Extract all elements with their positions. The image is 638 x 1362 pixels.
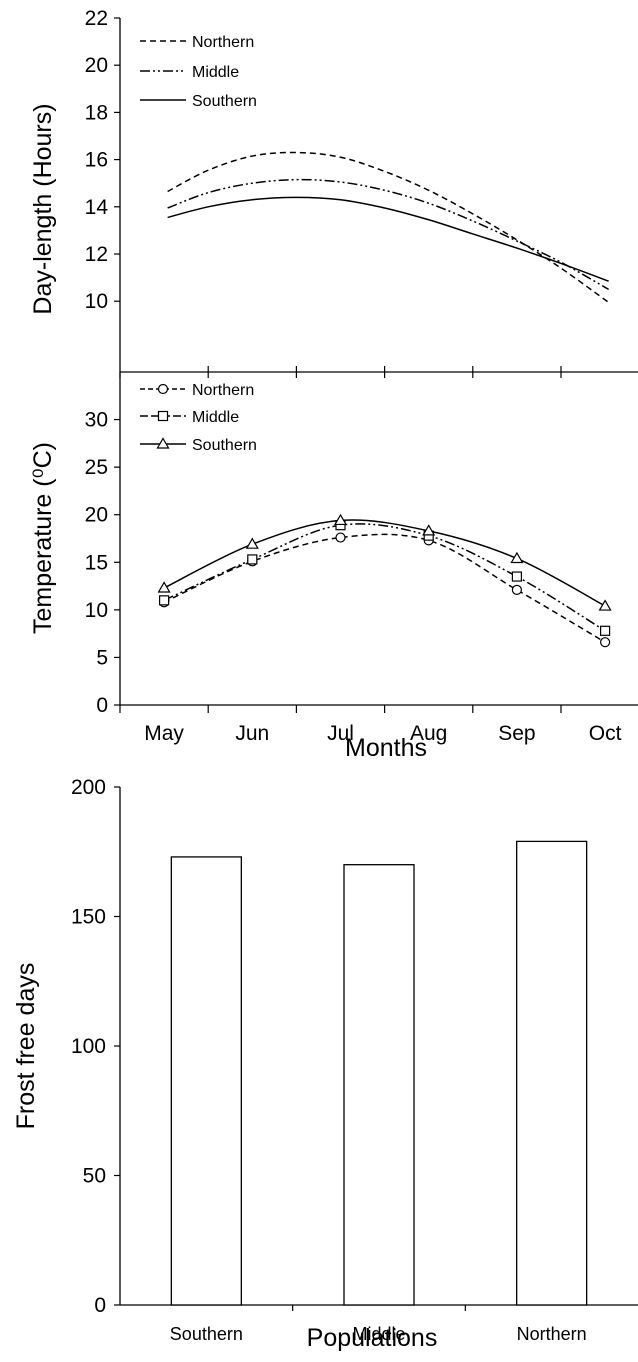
temperature-point-triangle bbox=[333, 513, 348, 526]
day-length-y-tick-label: 18 bbox=[85, 101, 108, 124]
temperature-panel: 0 5 10 15 20 25 30 May Jun Jul Aug Sep Oct Temperatu… bbox=[29, 372, 638, 762]
temperature-y-axis-title: Temperature (⁰C) bbox=[29, 442, 57, 634]
temperature-y-tick-label: 5 bbox=[96, 646, 108, 669]
legend-label-middle: Middle bbox=[192, 64, 239, 81]
frost-free-y-tick-label: 150 bbox=[71, 906, 106, 929]
bar-middle bbox=[343, 864, 415, 1306]
legend-label-southern-temp: Southern bbox=[192, 437, 257, 454]
day-length-y-tick-label: 16 bbox=[85, 149, 108, 172]
day-length-y-axis-title: Day-length (Hours) bbox=[29, 103, 57, 314]
bar-northern bbox=[516, 840, 588, 1306]
temperature-y-tick-label: 15 bbox=[85, 551, 108, 574]
legend-marker-circle bbox=[157, 383, 169, 395]
legend-label-southern: Southern bbox=[192, 93, 257, 110]
temperature-series-middle bbox=[163, 523, 606, 632]
temperature-y-tick-label: 10 bbox=[85, 599, 108, 622]
temperature-y-tick-label: 0 bbox=[96, 694, 108, 717]
temperature-point-circle bbox=[335, 532, 346, 543]
day-length-y-tick-label: 22 bbox=[85, 7, 108, 30]
frost-free-panel: 0 50 100 150 200 Frost free days Populations… bbox=[12, 776, 638, 1352]
legend-label-middle-temp: Middle bbox=[192, 409, 239, 426]
temperature-series-northern bbox=[163, 533, 606, 643]
day-length-y-tick-label: 10 bbox=[85, 290, 108, 313]
day-length-series-middle bbox=[167, 178, 610, 291]
temperature-point-circle bbox=[599, 637, 611, 648]
frost-free-y-tick-label: 100 bbox=[71, 1035, 106, 1058]
temperature-point-circle bbox=[511, 584, 523, 595]
population-tick-label: Middle bbox=[352, 1324, 405, 1344]
month-tick-label: Aug bbox=[410, 722, 447, 745]
populations-x-axis-title: Populations bbox=[307, 1324, 438, 1352]
bar-southern bbox=[170, 856, 242, 1306]
temperature-point-square bbox=[247, 554, 258, 565]
month-tick-label: Jun bbox=[235, 722, 269, 745]
day-length-y-tick-label: 20 bbox=[85, 54, 108, 77]
legend-marker-square bbox=[157, 410, 169, 422]
month-tick-label: Jul bbox=[327, 722, 354, 745]
day-length-panel: 10 12 14 16 18 20 22 Day-length (Hours) Northe… bbox=[29, 7, 638, 373]
temperature-point-square bbox=[511, 571, 523, 582]
day-length-y-tick-label: 12 bbox=[85, 243, 108, 266]
temperature-point-triangle bbox=[510, 551, 524, 564]
months-x-axis-title: Months bbox=[345, 734, 427, 762]
temperature-point-square bbox=[599, 625, 611, 636]
frost-free-y-tick-label: 50 bbox=[83, 1165, 106, 1188]
month-tick-label: Sep bbox=[498, 722, 535, 745]
frost-free-y-tick-label: 0 bbox=[94, 1294, 106, 1317]
month-tick-label: May bbox=[144, 722, 184, 745]
temperature-point-triangle bbox=[157, 581, 171, 593]
legend-label-northern-temp: Northern bbox=[192, 382, 254, 399]
day-length-series-southern bbox=[167, 196, 609, 282]
month-tick-label: Oct bbox=[589, 722, 622, 745]
temperature-legend: Northern Middle Southern bbox=[140, 382, 257, 454]
frost-free-y-axis-title: Frost free days bbox=[12, 963, 40, 1130]
temperature-point-square bbox=[159, 595, 170, 606]
day-length-series-northern bbox=[167, 151, 610, 303]
day-length-y-tick-label: 14 bbox=[85, 196, 109, 219]
temperature-y-tick-label: 20 bbox=[85, 504, 108, 527]
temperature-point-triangle bbox=[422, 524, 436, 536]
legend-label-northern: Northern bbox=[192, 34, 254, 51]
temperature-point-triangle bbox=[245, 537, 259, 549]
legend-marker-triangle bbox=[156, 437, 170, 449]
temperature-y-tick-label: 30 bbox=[85, 409, 108, 432]
temperature-series-southern bbox=[163, 519, 606, 607]
frost-free-y-tick-label: 200 bbox=[71, 776, 106, 799]
day-length-legend: Northern Middle Southern bbox=[140, 34, 257, 110]
temperature-point-triangle bbox=[598, 599, 612, 611]
temperature-y-tick-label: 25 bbox=[85, 456, 108, 479]
population-tick-label: Northern bbox=[517, 1324, 587, 1344]
population-tick-label: Southern bbox=[170, 1324, 243, 1344]
